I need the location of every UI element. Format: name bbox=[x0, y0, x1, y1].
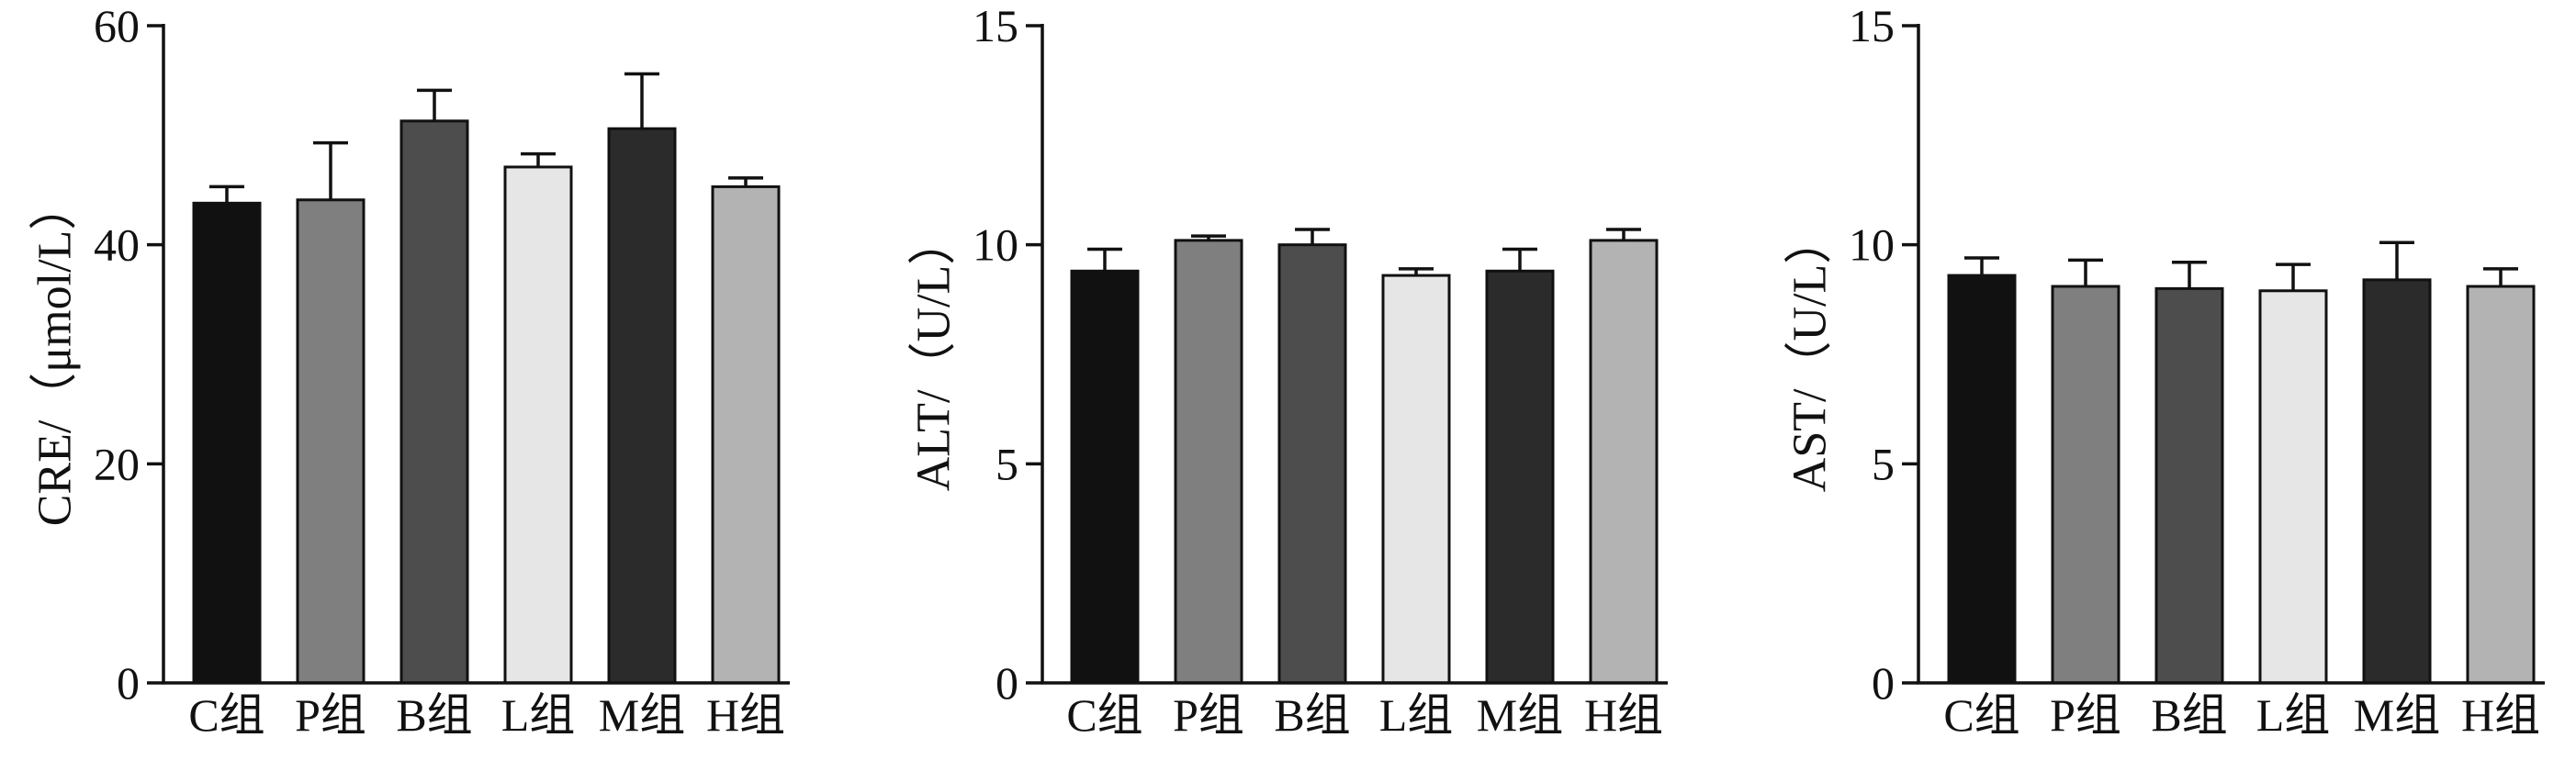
cre-category-label: C组 bbox=[188, 689, 264, 741]
cre-chart: 0 20 40 60 C组 P组 B组 L组 M组 H组 CRE/（μmol/L） bbox=[29, 0, 790, 741]
alt-bar bbox=[1070, 269, 1140, 685]
cre-y-tick-label: 40 bbox=[94, 219, 140, 271]
ast-category-label: M组 bbox=[2354, 689, 2440, 741]
cre-y-tick-label: 60 bbox=[94, 0, 140, 51]
cre-bar bbox=[192, 201, 262, 685]
cre-category-label: P组 bbox=[295, 689, 366, 741]
ast-y-tick-label: 0 bbox=[1872, 657, 1895, 709]
cre-bar bbox=[607, 127, 677, 685]
alt-chart: 0 5 10 15 C组 P组 B组 L组 M组 H组 ALT/（U/L） bbox=[908, 0, 1668, 741]
cre-bar bbox=[399, 119, 469, 685]
cre-y-axis-title: CRE/（μmol/L） bbox=[29, 183, 82, 527]
ast-chart: 0 5 10 15 C组 P组 B组 L组 M组 H组 AST/（U/L） bbox=[1784, 0, 2545, 741]
alt-y-tick-label: 15 bbox=[973, 0, 1018, 51]
alt-category-label: C组 bbox=[1066, 689, 1142, 741]
alt-y-tick-label: 10 bbox=[973, 219, 1018, 271]
cre-bar bbox=[296, 198, 366, 685]
alt-category-label: B组 bbox=[1274, 689, 1350, 741]
cre-bar bbox=[503, 165, 573, 685]
ast-category-label: L组 bbox=[2256, 689, 2331, 741]
cre-bar bbox=[711, 184, 781, 685]
alt-category-label: P组 bbox=[1173, 689, 1244, 741]
alt-category-label: L组 bbox=[1379, 689, 1454, 741]
alt-bar bbox=[1589, 239, 1659, 685]
ast-category-label: P组 bbox=[2050, 689, 2121, 741]
alt-bar bbox=[1277, 243, 1347, 685]
ast-y-tick-label: 15 bbox=[1849, 0, 1895, 51]
cre-category-label: H组 bbox=[706, 689, 785, 741]
ast-bar bbox=[2362, 278, 2432, 685]
ast-bar bbox=[1947, 274, 2017, 685]
ast-bar bbox=[2258, 289, 2328, 685]
cre-category-label: B组 bbox=[396, 689, 472, 741]
ast-category-label: H组 bbox=[2461, 689, 2540, 741]
alt-bar bbox=[1174, 239, 1243, 685]
ast-bar bbox=[2466, 285, 2536, 685]
ast-y-tick-label: 5 bbox=[1872, 438, 1895, 489]
ast-bar bbox=[2051, 285, 2120, 685]
cre-y-tick-label: 20 bbox=[94, 438, 140, 489]
alt-bar bbox=[1381, 274, 1451, 685]
ast-category-label: B组 bbox=[2151, 689, 2227, 741]
alt-category-label: M组 bbox=[1477, 689, 1563, 741]
alt-y-tick-label: 0 bbox=[996, 657, 1018, 709]
cre-category-label: L组 bbox=[501, 689, 576, 741]
alt-category-label: H组 bbox=[1584, 689, 1663, 741]
alt-y-axis-title: ALT/（U/L） bbox=[908, 218, 961, 492]
cre-category-label: M组 bbox=[599, 689, 685, 741]
ast-bar bbox=[2154, 286, 2224, 685]
ast-y-tick-label: 10 bbox=[1849, 219, 1895, 271]
ast-y-axis-title: AST/（U/L） bbox=[1784, 217, 1837, 492]
alt-y-tick-label: 5 bbox=[996, 438, 1018, 489]
alt-bar bbox=[1485, 269, 1555, 685]
ast-category-label: C组 bbox=[1943, 689, 2019, 741]
cre-y-tick-label: 0 bbox=[117, 657, 140, 709]
